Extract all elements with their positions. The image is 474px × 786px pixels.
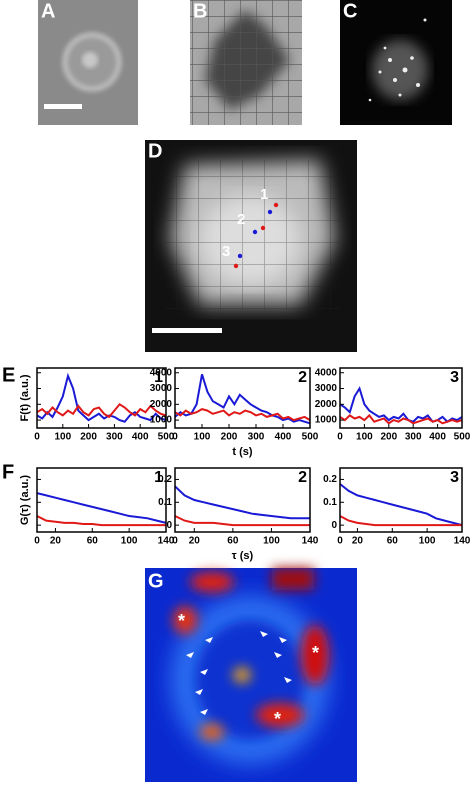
- x-tick-label: 140: [454, 536, 471, 547]
- x-tick-label: 0: [337, 536, 343, 547]
- x-tick-label: 400: [132, 432, 149, 443]
- panel-letter: D: [148, 140, 162, 162]
- spots: [233, 202, 279, 269]
- x-tick-label: 500: [454, 432, 471, 443]
- series-line: [339, 413, 463, 425]
- series-line: [339, 483, 463, 527]
- star: *: [312, 643, 319, 663]
- x-tick-label: 0: [34, 536, 40, 547]
- spot-label: 2: [237, 211, 245, 228]
- x-tick-label: 60: [227, 536, 239, 547]
- x-tick-label: 100: [54, 432, 71, 443]
- panel-c: C: [340, 0, 452, 125]
- series-line: [339, 386, 463, 423]
- x-tick-label: 400: [275, 432, 292, 443]
- y-tick-label: 4000: [150, 367, 173, 378]
- y-tick-label: 3000: [315, 383, 338, 394]
- x-tick-label: 300: [106, 432, 123, 443]
- panel-letter: B: [193, 0, 207, 22]
- y-tick-label: 2000: [315, 399, 338, 410]
- plot-label: 1: [154, 469, 163, 486]
- y-tick-label: 0: [166, 520, 172, 531]
- x-tick-label: 300: [405, 432, 422, 443]
- panel-a: A: [38, 0, 138, 125]
- panel-b: B: [190, 0, 302, 125]
- x-tick-label: 100: [121, 536, 138, 547]
- y-tick-label: 0.2: [158, 474, 172, 485]
- x-axis-label: t (s): [232, 446, 253, 458]
- y-tick-label: 1000: [150, 415, 173, 426]
- star: *: [274, 709, 281, 729]
- x-tick-label: 20: [50, 536, 62, 547]
- star: *: [178, 611, 185, 631]
- spot-label: 3: [222, 243, 230, 260]
- y-tick-label: 0.2: [323, 474, 337, 485]
- x-tick-label: 100: [356, 432, 373, 443]
- x-tick-label: 0: [172, 432, 178, 443]
- series-line: [174, 408, 311, 422]
- panel-d: 1 2 3 D: [145, 140, 357, 352]
- plot-frame: [36, 467, 167, 533]
- plot-label: 2: [298, 369, 307, 386]
- plot-frame: [339, 467, 463, 533]
- arrowheads: [186, 631, 292, 715]
- x-tick-label: 500: [158, 432, 175, 443]
- panel-letter: F: [2, 461, 14, 483]
- x-tick-label: 140: [158, 536, 175, 547]
- series-line: [174, 374, 311, 425]
- series-line: [36, 402, 167, 419]
- panel-letter: E: [2, 364, 15, 386]
- x-tick-label: 200: [221, 432, 238, 443]
- x-tick-label: 100: [263, 536, 280, 547]
- plot-frame: [174, 467, 311, 533]
- series-line: [36, 492, 167, 524]
- y-tick-label: 2000: [150, 399, 173, 410]
- y-axis-label: F(t) (a.u.): [19, 374, 31, 421]
- x-tick-label: 400: [429, 432, 446, 443]
- y-tick-label: 0.1: [158, 497, 172, 508]
- y-tick-label: 4000: [315, 367, 338, 378]
- spot-label: 1: [260, 186, 268, 203]
- x-axis-label: τ (s): [232, 550, 254, 562]
- x-tick-label: 200: [80, 432, 97, 443]
- x-tick-label: 100: [419, 536, 436, 547]
- y-axis-label: G(τ) (a.u.): [19, 475, 31, 525]
- x-tick-label: 300: [248, 432, 265, 443]
- y-tick-label: 3000: [150, 383, 173, 394]
- x-tick-label: 0: [172, 536, 178, 547]
- x-tick-label: 20: [189, 536, 201, 547]
- x-tick-label: 200: [380, 432, 397, 443]
- x-tick-label: 0: [337, 432, 343, 443]
- x-tick-label: 140: [302, 536, 319, 547]
- y-tick-label: 0.1: [323, 497, 337, 508]
- series-line: [36, 372, 167, 423]
- x-tick-label: 20: [352, 536, 364, 547]
- plot-label: 1: [154, 369, 163, 386]
- plot-label: 3: [450, 469, 459, 486]
- series-line: [339, 515, 462, 527]
- x-tick-label: 60: [87, 536, 99, 547]
- panel-g: * * * G: [145, 568, 357, 782]
- panel-letter: G: [148, 570, 164, 592]
- x-tick-label: 0: [34, 432, 40, 443]
- plot-label: 3: [450, 369, 459, 386]
- y-tick-label: 0: [331, 520, 337, 531]
- x-tick-label: 60: [387, 536, 399, 547]
- series-line: [36, 515, 166, 527]
- plot-frame: [36, 367, 167, 429]
- series-line: [174, 515, 310, 527]
- series-line: [174, 485, 310, 520]
- plot-label: 2: [298, 469, 307, 486]
- x-tick-label: 500: [302, 432, 319, 443]
- y-tick-label: 1000: [315, 415, 338, 426]
- panel-letter: C: [343, 0, 357, 22]
- plot-frame: [339, 367, 463, 429]
- x-tick-label: 100: [194, 432, 211, 443]
- panel-letter: A: [41, 0, 55, 22]
- plot-frame: [174, 367, 311, 429]
